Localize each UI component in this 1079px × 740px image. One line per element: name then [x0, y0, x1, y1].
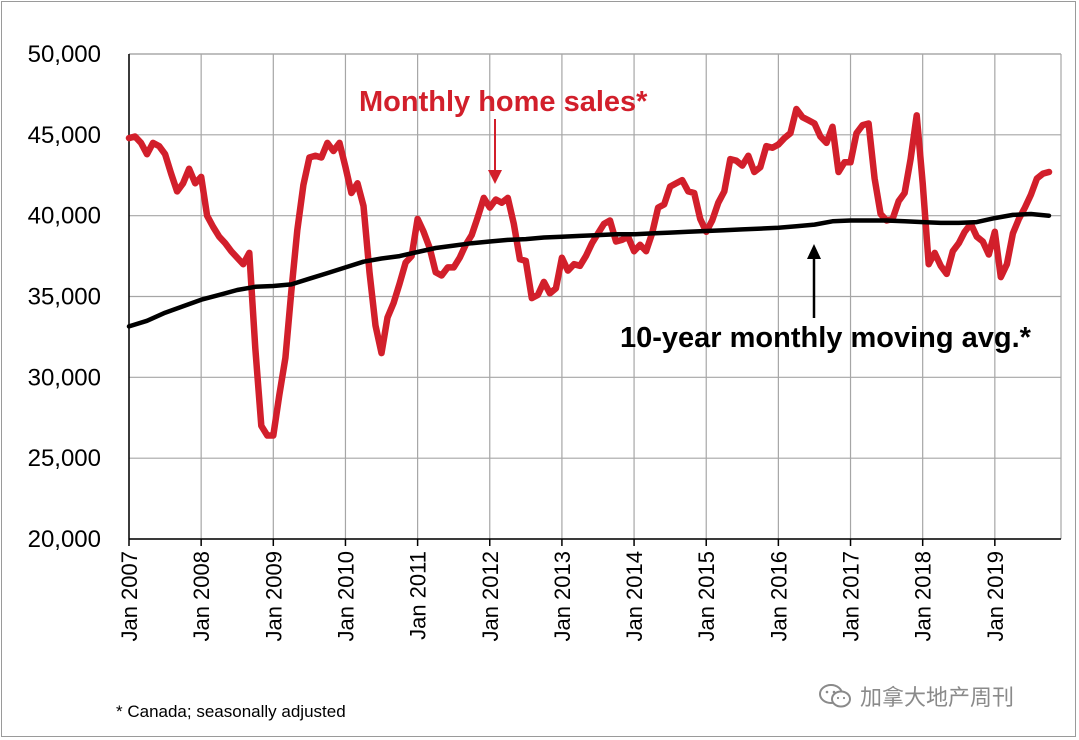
x-tick-label: Jan 2014	[622, 551, 647, 642]
axes	[128, 54, 1061, 546]
sales-annotation: Monthly home sales*	[359, 86, 648, 118]
x-axis-ticks: Jan 2007 Jan 2008 Jan 2009 Jan 2010 Jan 2011…	[117, 551, 1008, 642]
annotations: Monthly home sales* 10-year monthly movi…	[359, 86, 1032, 354]
x-tick-label: Jan 2016	[766, 551, 791, 642]
average-arrow-head	[807, 244, 821, 259]
y-tick-label: 35,000	[28, 284, 101, 311]
average-annotation: 10-year monthly moving avg.*	[620, 322, 1032, 354]
watermark: 加拿大地产周刊	[818, 680, 1014, 712]
moving-average-line	[126, 211, 1052, 329]
y-tick-label: 20,000	[28, 526, 101, 553]
x-tick-label: Jan 2019	[983, 551, 1008, 642]
x-tick-label: Jan 2012	[478, 551, 503, 642]
x-tick-label: Jan 2009	[261, 551, 286, 642]
sales-arrow-head	[488, 170, 502, 184]
x-tick-label: Jan 2010	[333, 551, 358, 642]
watermark-text: 加拿大地产周刊	[860, 686, 1015, 711]
series-lines	[125, 105, 1053, 439]
x-tick-label: Jan 2015	[694, 551, 719, 642]
wechat-icon	[819, 684, 851, 708]
y-tick-label: 25,000	[28, 445, 101, 472]
x-tick-label: Jan 2017	[839, 551, 864, 642]
x-tick-label: Jan 2013	[550, 551, 575, 642]
y-axis-ticks: 20,000 25,000 30,000 35,000 40,000 45,000 50,0…	[28, 41, 101, 553]
footnote: * Canada; seasonally adjusted	[116, 702, 346, 721]
x-tick-label: Jan 2018	[911, 551, 936, 642]
y-tick-label: 30,000	[28, 364, 101, 391]
x-tick-label: Jan 2011	[406, 551, 431, 640]
y-tick-label: 50,000	[28, 41, 101, 68]
y-tick-label: 40,000	[28, 203, 101, 230]
grid-lines	[128, 53, 1062, 540]
y-tick-label: 45,000	[28, 122, 101, 149]
x-tick-label: Jan 2007	[117, 551, 142, 642]
monthly-sales-line	[125, 105, 1053, 439]
x-tick-label: Jan 2008	[189, 551, 214, 642]
